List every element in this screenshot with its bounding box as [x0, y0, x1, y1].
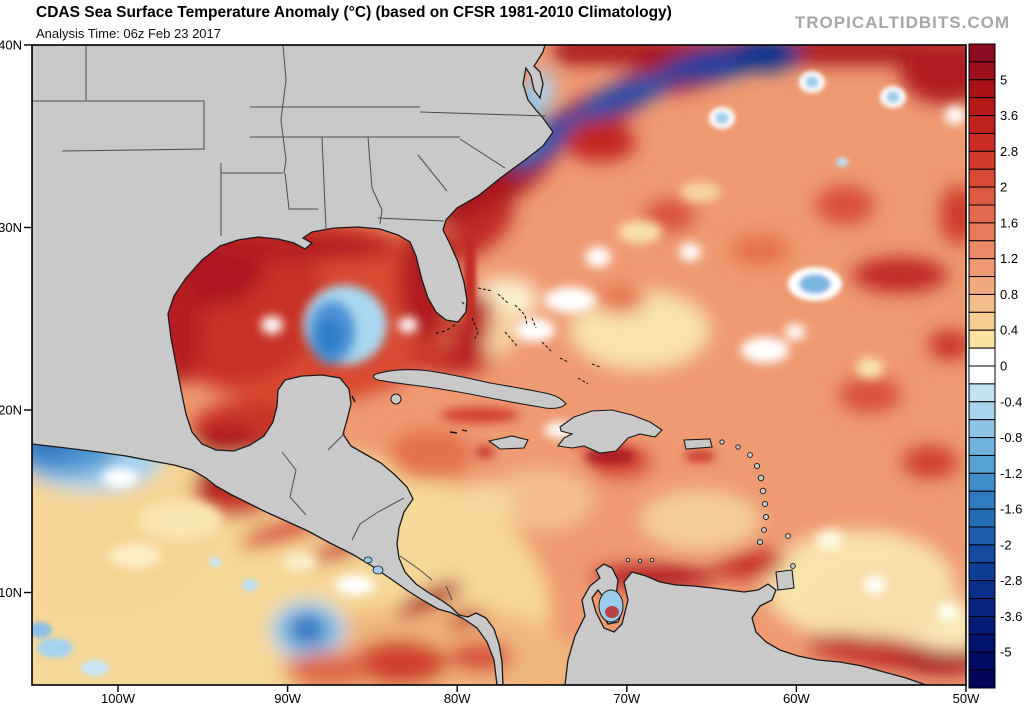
colorbar-cell: [969, 80, 995, 98]
colorbar-cell: [969, 563, 995, 581]
longitude-axis: 100W 90W 80W 70W 60W 50W: [101, 685, 980, 706]
colorbar-cell: [969, 133, 995, 151]
colorbar-cell: [969, 205, 995, 223]
colorbar-cell: [969, 599, 995, 617]
colorbar-cell: [969, 455, 995, 473]
island-isla-juventud: [391, 394, 401, 404]
latitude-axis: 40N 30N 20N 10N: [0, 38, 32, 601]
colorbar-cell: [969, 420, 995, 438]
colorbar-cell: [969, 581, 995, 599]
island-trinidad: [776, 570, 794, 590]
colorbar-tick-label: -0.8: [1000, 430, 1022, 445]
colorbar: 5 3.6 2.8 2 1.6 1.2 0.8 0.4 0 -0.4 -0.8 -1.2 -1.6 -2 -…: [969, 44, 1022, 688]
sst-anomaly-map-page: CDAS Sea Surface Temperature Anomaly (°C…: [0, 0, 1024, 706]
colorbar-tick-label: 1.2: [1000, 251, 1018, 266]
lon-tick-label: 80W: [444, 691, 471, 706]
colorbar-cell: [969, 348, 995, 366]
colorbar-cell: [969, 402, 995, 420]
colorbar-tick-label: -1.2: [1000, 466, 1022, 481]
lon-tick-label: 60W: [783, 691, 810, 706]
colorbar-tick-label: 0: [1000, 359, 1007, 374]
colorbar-cell: [969, 294, 995, 312]
map-figure: 40N 30N 20N 10N 100W 90W 80W 70W 60W 50W 5 3.6 2.8…: [0, 0, 1024, 706]
colorbar-cell: [969, 527, 995, 545]
colorbar-tick-label: 5: [1000, 72, 1007, 87]
colorbar-tick-label: 1.6: [1000, 215, 1018, 230]
colorbar-cell: [969, 187, 995, 205]
lat-tick-label: 20N: [0, 403, 22, 418]
colorbar-cell: [969, 44, 995, 62]
colorbar-cell: [969, 384, 995, 402]
colorbar-tick-label: -5: [1000, 645, 1012, 660]
colorbar-cell: [969, 312, 995, 330]
colorbar-tick-label: -1.6: [1000, 502, 1022, 517]
colorbar-cell: [969, 241, 995, 259]
colorbar-tick-label: 2.8: [1000, 144, 1018, 159]
colorbar-cell: [969, 277, 995, 295]
lon-tick-label: 50W: [953, 691, 980, 706]
colorbar-cell: [969, 634, 995, 652]
colorbar-cell: [969, 509, 995, 527]
lon-tick-label: 70W: [613, 691, 640, 706]
colorbar-cell: [969, 169, 995, 187]
colorbar-cell: [969, 616, 995, 634]
lon-tick-label: 90W: [274, 691, 301, 706]
colorbar-cell: [969, 545, 995, 563]
island-puerto-rico: [684, 439, 712, 449]
colorbar-cell: [969, 473, 995, 491]
colorbar-tick-label: -2: [1000, 537, 1012, 552]
colorbar-cell: [969, 438, 995, 456]
colorbar-cell: [969, 670, 995, 688]
lat-tick-label: 40N: [0, 38, 22, 53]
lon-tick-label: 100W: [101, 691, 136, 706]
colorbar-cell: [969, 116, 995, 134]
maracaibo-warm-spot: [605, 606, 619, 618]
lat-tick-label: 30N: [0, 220, 22, 235]
colorbar-cell: [969, 223, 995, 241]
colorbar-tick-label: 2: [1000, 180, 1007, 195]
colorbar-tick-label: 0.4: [1000, 323, 1018, 338]
colorbar-cell: [969, 366, 995, 384]
colorbar-cell: [969, 151, 995, 169]
colorbar-cell: [969, 491, 995, 509]
colorbar-tick-label: 0.8: [1000, 287, 1018, 302]
lat-tick-label: 10N: [0, 585, 22, 600]
colorbar-cell: [969, 330, 995, 348]
colorbar-cell: [969, 98, 995, 116]
colorbar-cell: [969, 259, 995, 277]
colorbar-tick-label: -0.4: [1000, 394, 1022, 409]
colorbar-cell: [969, 62, 995, 80]
colorbar-tick-label: -2.8: [1000, 573, 1022, 588]
colorbar-tick-label: -3.6: [1000, 609, 1022, 624]
colorbar-tick-label: 3.6: [1000, 108, 1018, 123]
colorbar-cell: [969, 652, 995, 670]
